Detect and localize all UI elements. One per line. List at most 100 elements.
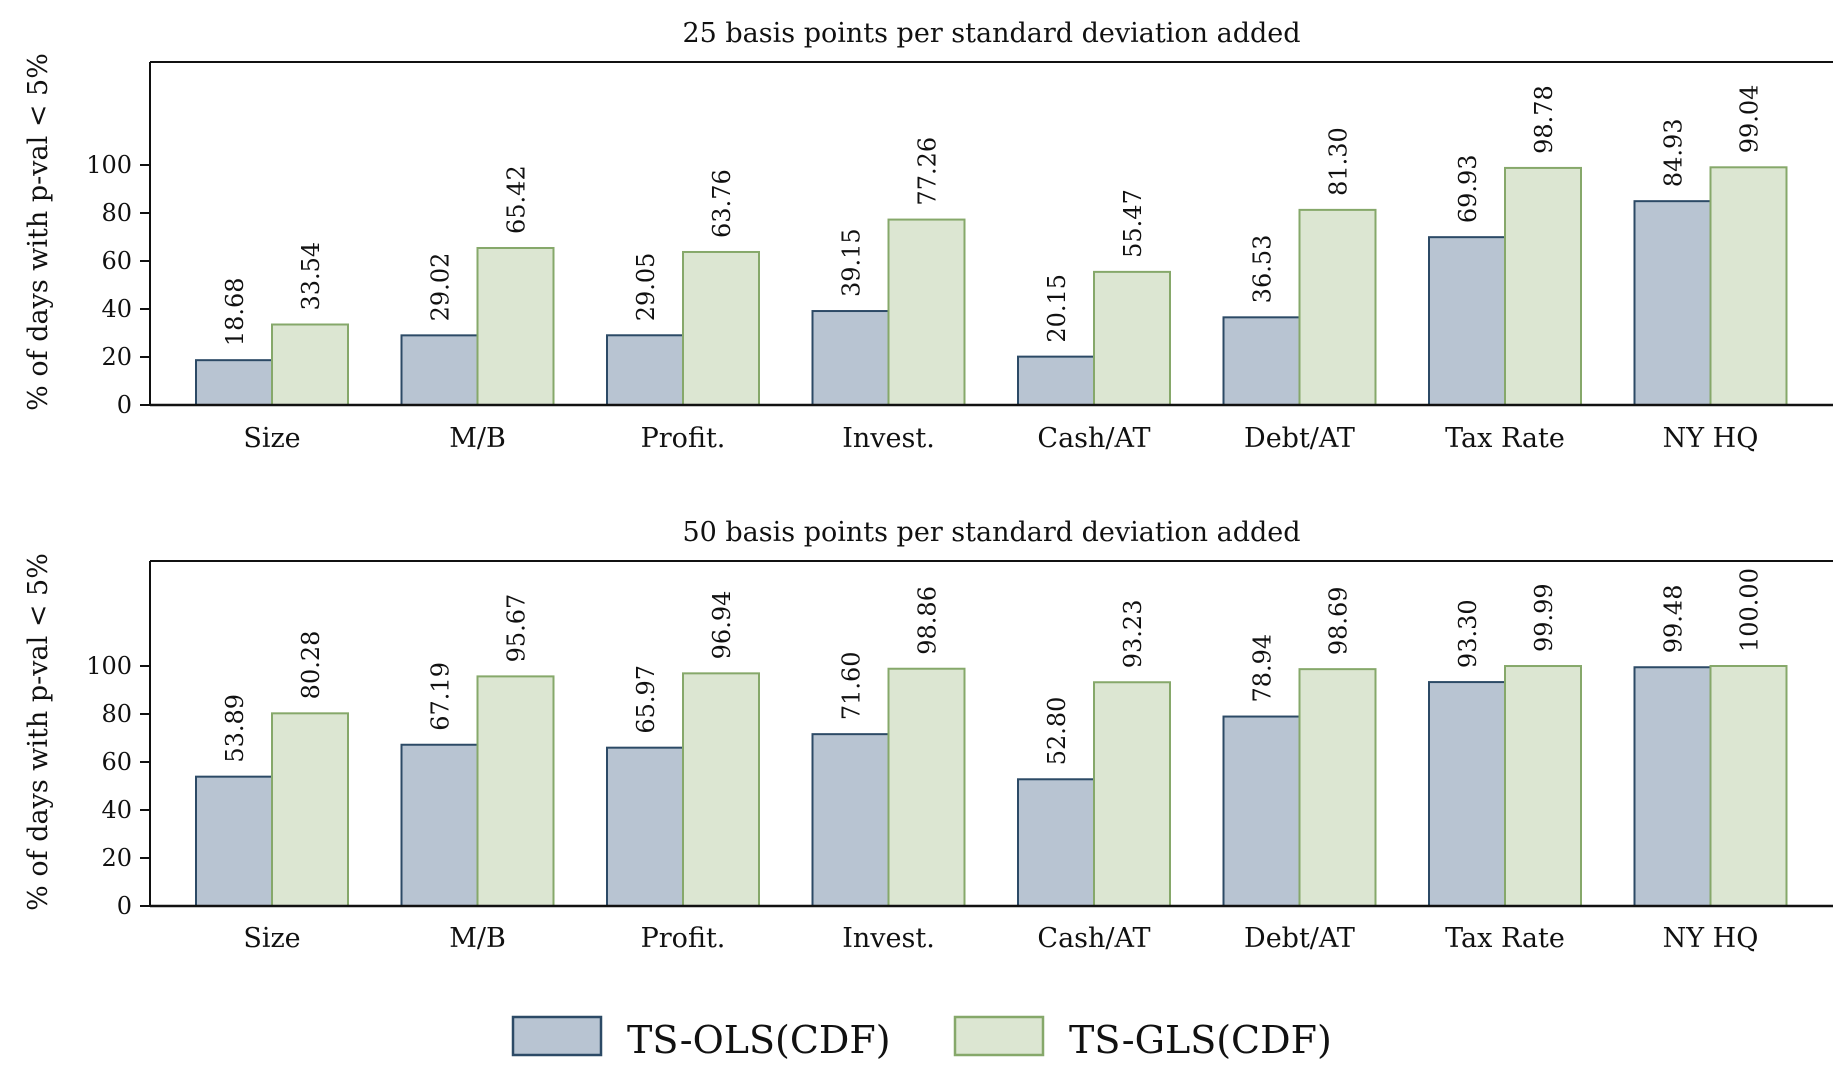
x-tick-label: Cash/AT (1037, 923, 1150, 954)
chart-title: 50 basis points per standard deviation a… (682, 517, 1300, 548)
legend-swatch-ols (511, 1015, 603, 1057)
bar-value-label: 77.26 (914, 137, 942, 206)
y-tick-label: 100 (86, 652, 132, 680)
bar-value-label: 99.48 (1660, 585, 1688, 654)
bar-value-label: 96.94 (708, 591, 736, 660)
bar-ts-ols (195, 359, 273, 406)
y-tick-label: 20 (101, 844, 132, 872)
bar-value-label: 33.54 (297, 242, 325, 311)
bar-value-label: 39.15 (838, 228, 866, 297)
bar-value-label: 80.28 (297, 631, 325, 700)
bar-ts-ols (811, 310, 890, 407)
bar-value-label: 81.30 (1325, 127, 1353, 196)
bar-value-label: 93.23 (1119, 600, 1147, 669)
bar-value-label: 20.15 (1043, 274, 1071, 343)
bar-ts-gls (1298, 208, 1377, 406)
y-tick-label: 60 (101, 247, 132, 275)
bar-ts-gls (476, 246, 555, 406)
x-tick-label: Profit. (641, 423, 726, 454)
bar-ts-ols (606, 746, 684, 907)
y-tick-label: 20 (101, 343, 132, 371)
bar-value-label: 71.60 (838, 651, 866, 720)
bar-value-label: 78.94 (1249, 634, 1277, 703)
y-axis-label: % of days with p-val < 5% (23, 53, 54, 411)
x-tick-label: NY HQ (1663, 923, 1759, 954)
bar-value-label: 98.78 (1530, 85, 1558, 154)
y-tick-label: 0 (117, 892, 132, 920)
y-tick-label: 40 (101, 796, 132, 824)
bar-value-label: 36.53 (1249, 235, 1277, 304)
bar-value-label: 65.42 (503, 165, 531, 234)
bar-ts-ols (195, 775, 273, 907)
bar-value-label: 18.68 (221, 277, 249, 346)
y-tick-label: 80 (101, 199, 132, 227)
bar-ts-gls (1504, 166, 1582, 406)
bar-value-label: 95.67 (503, 594, 531, 663)
bar-value-label: 65.97 (632, 665, 660, 734)
bar-value-label: 52.80 (1043, 697, 1071, 766)
bar-value-label: 98.69 (1325, 586, 1353, 655)
bar-value-label: 69.93 (1454, 154, 1482, 223)
y-tick-label: 80 (101, 700, 132, 728)
x-tick-label: M/B (449, 923, 506, 954)
y-tick-label: 0 (117, 391, 132, 419)
bar-ts-ols (1633, 200, 1712, 406)
bar-ts-ols (1428, 681, 1506, 908)
x-tick-label: Size (243, 423, 300, 454)
bar-ts-ols (1633, 666, 1712, 907)
x-tick-label: Profit. (641, 923, 726, 954)
bar-value-label: 93.30 (1454, 599, 1482, 668)
x-tick-label: Invest. (842, 423, 935, 454)
x-tick-label: Debt/AT (1244, 923, 1355, 954)
bar-ts-gls (1504, 665, 1582, 907)
x-tick-label: Tax Rate (1445, 923, 1565, 954)
x-tick-label: Tax Rate (1445, 423, 1565, 454)
panel-bottom: 50 basis points per standard deviation a… (23, 517, 1833, 954)
bar-value-label: 63.76 (708, 169, 736, 238)
legend-swatch-gls (953, 1015, 1045, 1057)
bar-ts-ols (1222, 715, 1301, 907)
y-tick-label: 40 (101, 295, 132, 323)
bar-ts-gls (271, 712, 349, 907)
bar-ts-ols (1017, 778, 1095, 908)
x-tick-label: Size (243, 923, 300, 954)
bar-value-label: 99.99 (1530, 583, 1558, 652)
legend-label-gls: TS-GLS(CDF) (1069, 1018, 1332, 1062)
x-tick-label: Invest. (842, 923, 935, 954)
bar-ts-ols (1428, 236, 1506, 406)
x-tick-label: Cash/AT (1037, 423, 1150, 454)
x-tick-label: NY HQ (1663, 423, 1759, 454)
chart-title: 25 basis points per standard deviation a… (682, 18, 1300, 49)
bar-ts-ols (1017, 355, 1095, 407)
x-tick-label: Debt/AT (1244, 423, 1355, 454)
bar-ts-gls (682, 250, 760, 406)
bar-ts-gls (1093, 681, 1171, 907)
x-tick-label: M/B (449, 423, 506, 454)
bar-ts-gls (1709, 665, 1788, 907)
bar-ts-ols (400, 334, 479, 406)
bar-value-label: 29.02 (427, 253, 455, 322)
legend: TS-OLS(CDF) TS-GLS(CDF) (511, 1015, 1332, 1062)
bar-value-label: 55.47 (1119, 189, 1147, 258)
panel-top: 25 basis points per standard deviation a… (23, 18, 1833, 454)
bar-ts-gls (271, 323, 349, 406)
bar-value-label: 29.05 (632, 253, 660, 322)
bar-value-label: 67.19 (427, 662, 455, 731)
legend-label-ols: TS-OLS(CDF) (627, 1018, 891, 1062)
y-tick-label: 100 (86, 151, 132, 179)
bar-ts-gls (1709, 166, 1788, 406)
y-tick-label: 60 (101, 748, 132, 776)
bar-ts-gls (887, 667, 966, 908)
bar-value-label: 98.86 (914, 586, 942, 655)
bar-ts-gls (682, 672, 760, 907)
bar-ts-gls (1298, 668, 1377, 907)
bar-ts-ols (811, 733, 890, 907)
bar-ts-ols (1222, 316, 1301, 406)
y-axis-label: % of days with p-val < 5% (23, 553, 54, 911)
bar-ts-ols (606, 334, 684, 406)
bar-value-label: 99.04 (1736, 85, 1764, 154)
bar-value-label: 100.00 (1736, 568, 1764, 652)
bar-ts-gls (476, 675, 555, 908)
